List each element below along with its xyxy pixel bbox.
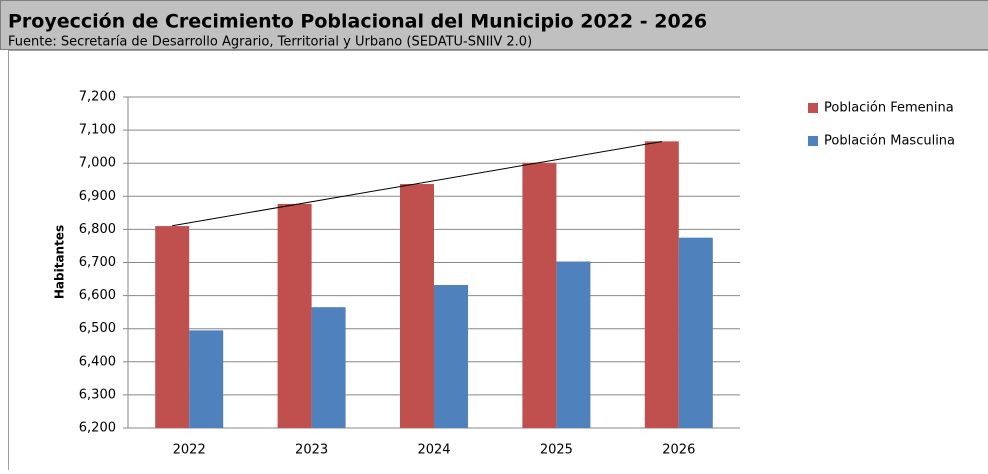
legend-swatch (808, 103, 818, 113)
y-tick-label: 6,500 (79, 321, 116, 336)
bar (556, 262, 590, 428)
y-tick-label: 6,300 (79, 387, 116, 402)
bar (434, 285, 468, 428)
x-tick-label: 2025 (540, 443, 573, 458)
x-tick-label: 2024 (417, 443, 450, 458)
legend-label: Población Masculina (824, 134, 955, 149)
legend-label: Población Femenina (824, 101, 954, 116)
x-tick-label: 2023 (295, 443, 328, 458)
bar (189, 330, 223, 428)
y-tick-label: 7,100 (79, 123, 116, 138)
bar (522, 163, 556, 428)
chart-title: Proyección de Crecimiento Poblacional de… (8, 11, 707, 33)
bar (679, 238, 713, 428)
y-tick-label: 6,900 (79, 189, 116, 204)
y-axis-label: Habitantes (53, 225, 67, 299)
y-tick-label: 6,200 (79, 421, 116, 436)
x-tick-label: 2026 (662, 443, 695, 458)
chart-subtitle: Fuente: Secretaría de Desarrollo Agrario… (8, 35, 532, 50)
y-tick-label: 7,000 (79, 156, 116, 171)
bar (155, 226, 189, 428)
y-tick-label: 6,700 (79, 255, 116, 270)
y-tick-label: 6,400 (79, 354, 116, 369)
bar (278, 204, 312, 428)
bar (312, 307, 346, 428)
bar (400, 184, 434, 428)
legend-swatch (808, 136, 818, 146)
y-tick-label: 6,800 (79, 222, 116, 237)
y-tick-label: 6,600 (79, 288, 116, 303)
x-tick-label: 2022 (173, 443, 206, 458)
y-tick-label: 7,200 (79, 90, 116, 105)
bar (645, 141, 679, 428)
